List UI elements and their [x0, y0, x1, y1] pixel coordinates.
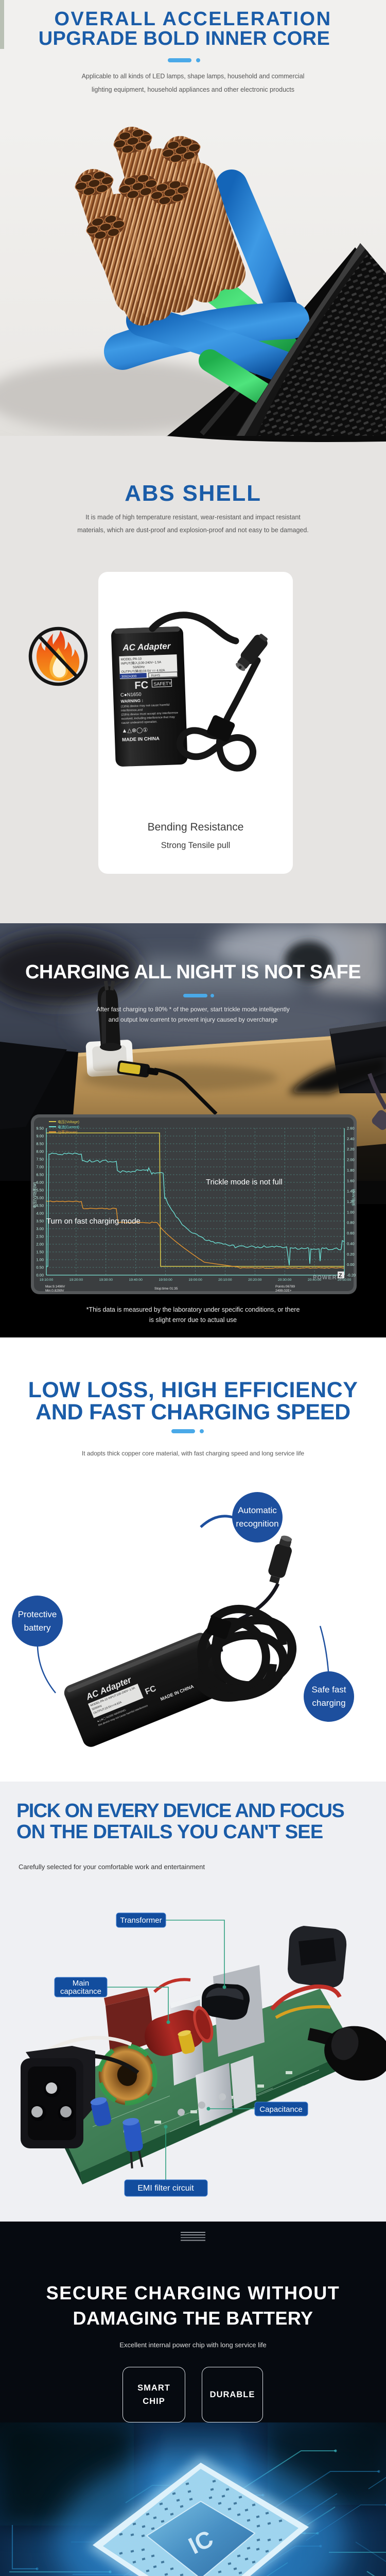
svg-text:19:00:00: 19:00:00 [188, 1278, 202, 1282]
svg-text:2.60: 2.60 [347, 1126, 355, 1131]
svg-text:cause undesired operation.: cause undesired operation. [121, 720, 157, 724]
svg-text:Turn on fast charging mode: Turn on fast charging mode [46, 1217, 141, 1226]
svg-text:7.00: 7.00 [36, 1165, 44, 1170]
svg-text:2.20: 2.20 [347, 1147, 355, 1151]
svg-text:20:10:00: 20:10:00 [218, 1278, 232, 1282]
svg-text:WARNING :: WARNING : [120, 698, 143, 704]
svg-text:1.40: 1.40 [347, 1189, 355, 1194]
svg-text:0.00: 0.00 [36, 1273, 44, 1278]
svg-text:MADE IN CHINA: MADE IN CHINA [122, 736, 160, 743]
svg-text:Min:0.8299V: Min:0.8299V [45, 1289, 64, 1293]
svg-text:19:50:00: 19:50:00 [159, 1278, 172, 1282]
svg-text:(2)this device must accept any: (2)this device must accept any interfere… [121, 711, 178, 717]
svg-text:4.50: 4.50 [36, 1204, 44, 1208]
svg-text:20:30:00: 20:30:00 [278, 1278, 292, 1282]
svg-text:AC Adapter: AC Adapter [122, 641, 171, 652]
svg-text:FC: FC [134, 680, 148, 691]
svg-text:(1)this device may not cause h: (1)this device may not cause harmful [121, 704, 170, 708]
svg-text:0.00: 0.00 [347, 1262, 355, 1267]
svg-text:Transformer: Transformer [120, 1916, 162, 1925]
svg-text:2.40: 2.40 [347, 1137, 355, 1141]
svg-text:MODEL:PA-10: MODEL:PA-10 [121, 657, 142, 661]
svg-text:capacitance: capacitance [60, 1987, 101, 1996]
svg-text:5.00: 5.00 [36, 1196, 44, 1200]
svg-text:0.50: 0.50 [36, 1265, 44, 1270]
svg-text:3.50: 3.50 [36, 1219, 44, 1224]
svg-text:2.00: 2.00 [347, 1158, 355, 1162]
svg-text:电压(V)/功率(W): 电压(V)/功率(W) [32, 1182, 37, 1208]
svg-text:50/60Hz: 50/60Hz [133, 665, 145, 669]
svg-text:1.00: 1.00 [36, 1258, 44, 1262]
svg-text:8.50: 8.50 [36, 1142, 44, 1146]
svg-text:▲△⊗◯①: ▲△⊗◯① [121, 727, 148, 734]
svg-text:3.00: 3.00 [36, 1227, 44, 1231]
svg-text:1.20: 1.20 [347, 1199, 355, 1204]
svg-text:C●N1650: C●N1650 [120, 692, 142, 698]
svg-text:0.80: 0.80 [347, 1221, 355, 1225]
svg-text:5.50: 5.50 [36, 1188, 44, 1193]
svg-text:8.00: 8.00 [36, 1149, 44, 1154]
svg-text:1.60: 1.60 [347, 1178, 355, 1183]
svg-text:20:40:00: 20:40:00 [308, 1278, 322, 1282]
svg-text:19:20:00: 19:20:00 [69, 1278, 83, 1282]
svg-text:1.80: 1.80 [347, 1168, 355, 1173]
svg-text:2.50: 2.50 [36, 1234, 44, 1239]
svg-text:RoHS: RoHS [151, 674, 161, 678]
svg-text:0.20: 0.20 [347, 1252, 355, 1257]
svg-text:20:50:00: 20:50:00 [338, 1278, 352, 1282]
svg-text:Trickle mode is not full: Trickle mode is not full [206, 1178, 283, 1187]
svg-text:SAFETY: SAFETY [153, 681, 171, 686]
svg-text:0.60: 0.60 [347, 1231, 355, 1235]
svg-text:功率(Power): 功率(Power) [58, 1130, 78, 1134]
svg-text:-0.20: -0.20 [347, 1273, 356, 1278]
svg-text:7.50: 7.50 [36, 1157, 44, 1162]
svg-text:19:40:00: 19:40:00 [129, 1278, 143, 1282]
svg-text:received, including interferen: received, including interference that ma… [121, 716, 175, 721]
svg-text:3092A300: 3092A300 [121, 674, 137, 679]
svg-text:Max:9.1496V: Max:9.1496V [45, 1285, 65, 1289]
svg-text:Main: Main [73, 1979, 90, 1988]
svg-text:0.40: 0.40 [347, 1241, 355, 1246]
svg-text:电流(Current): 电流(Current) [58, 1125, 79, 1129]
svg-text:1.00: 1.00 [347, 1210, 355, 1214]
svg-text:OUTPUT(输出)19.5V == 4.62A: OUTPUT(输出)19.5V == 4.62A [121, 668, 165, 674]
svg-text:POWER-B: POWER-B [313, 1275, 344, 1281]
svg-text:Points:06789: Points:06789 [275, 1285, 295, 1289]
svg-text:2499.02E+: 2499.02E+ [275, 1289, 292, 1293]
svg-text:2.00: 2.00 [36, 1242, 44, 1247]
svg-text:6.50: 6.50 [36, 1173, 44, 1177]
svg-text:FC: FC [144, 1684, 158, 1697]
svg-text:20:20:00: 20:20:00 [248, 1278, 262, 1282]
svg-text:interference,and: interference,and [121, 708, 143, 712]
svg-text:电压(Voltage): 电压(Voltage) [58, 1120, 79, 1124]
svg-text:INPUT(输入)100-240V~1.5A: INPUT(输入)100-240V~1.5A [121, 660, 162, 666]
svg-text:Z: Z [339, 1273, 342, 1279]
svg-text:9.00: 9.00 [36, 1134, 44, 1139]
svg-text:19:30:00: 19:30:00 [99, 1278, 113, 1282]
svg-text:Stop:time 01:35: Stop:time 01:35 [154, 1287, 178, 1291]
svg-text:1.50: 1.50 [36, 1250, 44, 1255]
svg-text:安培(Amp): 安培(Amp) [351, 1189, 356, 1206]
svg-text:19:10:00: 19:10:00 [40, 1278, 54, 1282]
svg-text:9.50: 9.50 [36, 1126, 44, 1131]
svg-text:Capacitance: Capacitance [259, 2105, 302, 2114]
svg-text:EMI filter circuit: EMI filter circuit [137, 2184, 194, 2193]
svg-text:6.00: 6.00 [36, 1180, 44, 1185]
svg-text:4.00: 4.00 [36, 1211, 44, 1216]
